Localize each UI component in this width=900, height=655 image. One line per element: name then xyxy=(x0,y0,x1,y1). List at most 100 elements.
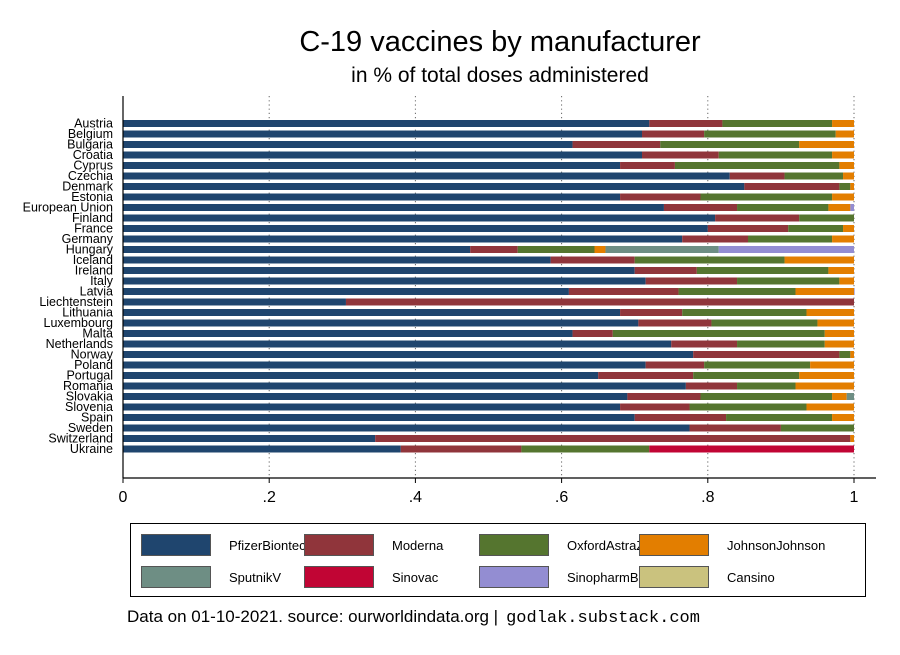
category-label-finland: Finland xyxy=(72,211,113,225)
bar-hungary-sputnikv xyxy=(605,246,719,253)
category-label-sweden: Sweden xyxy=(68,421,113,435)
bar-hungary-pfizerbiontech xyxy=(123,246,471,253)
bar-estonia-moderna xyxy=(620,193,701,201)
category-label-luxembourg: Luxembourg xyxy=(44,316,114,330)
bar-czechia-johnsonjohnson xyxy=(843,172,854,180)
bar-iceland-moderna xyxy=(550,256,635,264)
bar-switzerland-johnsonjohnson xyxy=(850,435,854,442)
bar-italy-pfizerbiontech xyxy=(123,277,646,285)
bar-bulgaria-pfizerbiontech xyxy=(123,141,573,148)
bar-finland-pfizerbiontech xyxy=(123,214,716,222)
legend-label-pfizerbiontech: PfizerBiontech xyxy=(229,537,313,553)
bar-ukraine-oxfordastrazeneca xyxy=(521,445,650,453)
legend-item-sinovac: Sinovac xyxy=(304,566,438,588)
bar-finland-moderna xyxy=(715,214,800,222)
legend-item-cansino: Cansino xyxy=(639,566,775,588)
bar-romania-johnsonjohnson xyxy=(795,382,854,390)
bar-germany-johnsonjohnson xyxy=(832,235,854,243)
category-label-norway: Norway xyxy=(71,348,114,362)
category-label-latvia: Latvia xyxy=(80,285,113,299)
legend-swatch-johnsonjohnson xyxy=(639,534,709,556)
bar-latvia-sinopharmbeijing xyxy=(854,288,855,295)
bar-iceland-johnsonjohnson xyxy=(784,256,854,264)
bar-denmark-pfizerbiontech xyxy=(123,183,745,190)
bar-latvia-oxfordastrazeneca xyxy=(678,288,796,295)
bar-switzerland-pfizerbiontech xyxy=(123,435,376,442)
x-tick-label-0: 0 xyxy=(119,489,128,506)
bar-france-pfizerbiontech xyxy=(123,225,708,232)
chart-legend: PfizerBiontech Moderna OxfordAstraZeneca Jo… xyxy=(130,523,866,597)
bar-croatia-pfizerbiontech xyxy=(123,151,643,159)
bar-lithuania-oxfordastrazeneca xyxy=(682,309,807,316)
legend-label-sinovac: Sinovac xyxy=(392,569,439,585)
category-label-romania: Romania xyxy=(63,379,113,393)
bar-romania-moderna xyxy=(685,382,738,390)
bar-luxembourg-pfizerbiontech xyxy=(123,319,639,327)
bar-sweden-pfizerbiontech xyxy=(123,424,690,432)
category-label-poland: Poland xyxy=(74,358,113,372)
bar-spain-oxfordastrazeneca xyxy=(726,414,833,421)
bar-estonia-johnsonjohnson xyxy=(832,193,854,201)
bar-bulgaria-moderna xyxy=(572,141,661,148)
chart-title: C-19 vaccines by manufacturer xyxy=(299,26,701,58)
bar-portugal-johnsonjohnson xyxy=(799,372,854,379)
bar-hungary-sinopharmbeijing xyxy=(718,246,854,253)
category-label-estonia: Estonia xyxy=(71,190,113,204)
bar-bulgaria-oxfordastrazeneca xyxy=(660,141,800,148)
bar-slovakia-moderna xyxy=(627,393,701,400)
category-label-hungary: Hungary xyxy=(66,243,114,257)
category-label-austria: Austria xyxy=(74,117,113,131)
bar-italy-johnsonjohnson xyxy=(839,277,854,285)
bar-slovenia-oxfordastrazeneca xyxy=(689,403,807,411)
bar-ukraine-pfizerbiontech xyxy=(123,445,401,453)
bar-european-union-johnsonjohnson xyxy=(828,204,851,211)
category-label-czechia: Czechia xyxy=(68,169,113,183)
bar-latvia-johnsonjohnson xyxy=(795,288,854,295)
bar-france-johnsonjohnson xyxy=(843,225,854,232)
category-label-italy: Italy xyxy=(90,274,114,288)
bar-slovenia-pfizerbiontech xyxy=(123,403,621,411)
legend-label-johnsonjohnson: JohnsonJohnson xyxy=(727,537,826,553)
bar-malta-oxfordastrazeneca xyxy=(612,330,825,337)
x-tick-label-3: .6 xyxy=(555,489,568,506)
bar-spain-moderna xyxy=(634,414,727,421)
bar-estonia-pfizerbiontech xyxy=(123,193,621,201)
bar-slovenia-johnsonjohnson xyxy=(806,403,854,411)
category-label-france: France xyxy=(74,222,113,236)
source-note: Data on 01-10-2021. source: ourworldinda… xyxy=(127,607,499,626)
bar-italy-oxfordastrazeneca xyxy=(737,277,840,285)
category-label-switzerland: Switzerland xyxy=(48,432,113,446)
bar-germany-pfizerbiontech xyxy=(123,235,683,243)
bar-malta-moderna xyxy=(572,330,613,337)
bar-iceland-pfizerbiontech xyxy=(123,256,551,264)
bar-cyprus-johnsonjohnson xyxy=(839,162,854,169)
bar-poland-johnsonjohnson xyxy=(810,361,854,369)
bar-belgium-pfizerbiontech xyxy=(123,130,643,138)
bar-luxembourg-moderna xyxy=(638,319,712,327)
bar-croatia-moderna xyxy=(642,151,719,159)
legend-swatch-oxfordastrazeneca xyxy=(479,534,549,556)
bar-hungary-johnsonjohnson xyxy=(594,246,606,253)
bar-austria-pfizerbiontech xyxy=(123,120,650,127)
bar-liechtenstein-pfizerbiontech xyxy=(123,298,346,306)
bar-slovakia-johnsonjohnson xyxy=(832,393,847,400)
category-label-slovakia: Slovakia xyxy=(66,390,113,404)
bar-ireland-johnsonjohnson xyxy=(828,267,854,274)
x-tick-label-2: .4 xyxy=(409,489,422,506)
site-credit: godlak.substack.com xyxy=(506,609,700,628)
bar-netherlands-oxfordastrazeneca xyxy=(737,340,825,348)
bar-slovakia-sputnikv xyxy=(846,393,854,400)
category-label-european-union: European Union xyxy=(23,201,113,215)
bar-poland-moderna xyxy=(645,361,705,369)
bar-spain-johnsonjohnson xyxy=(832,414,854,421)
bar-sweden-oxfordastrazeneca xyxy=(780,424,854,432)
bar-portugal-moderna xyxy=(598,372,694,379)
bar-france-moderna xyxy=(707,225,789,232)
bar-denmark-moderna xyxy=(744,183,840,190)
legend-item-pfizerbiontech: PfizerBiontech xyxy=(141,534,313,556)
x-tick-label-4: .8 xyxy=(701,489,714,506)
category-label-ireland: Ireland xyxy=(75,264,113,278)
bar-bulgaria-johnsonjohnson xyxy=(799,141,854,148)
bar-european-union-oxfordastrazeneca xyxy=(737,204,829,211)
category-label-cyprus: Cyprus xyxy=(73,159,113,173)
